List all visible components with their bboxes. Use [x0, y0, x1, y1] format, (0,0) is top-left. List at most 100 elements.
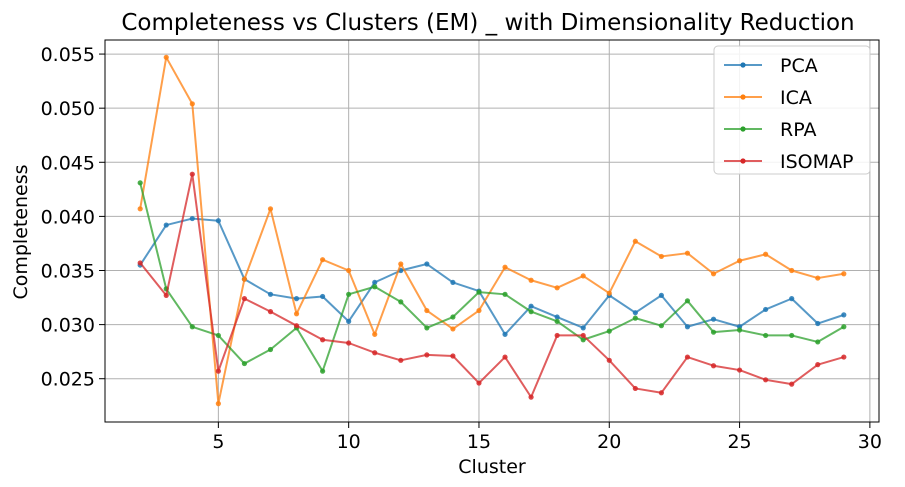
data-point-pca	[632, 310, 638, 316]
y-tick-label: 0.040	[41, 206, 95, 228]
data-point-isomap	[476, 380, 482, 386]
data-point-isomap	[815, 362, 821, 368]
data-point-isomap	[215, 368, 221, 374]
legend-marker-isomap	[740, 158, 746, 164]
data-point-isomap	[606, 357, 612, 363]
data-point-ica	[163, 54, 169, 60]
legend-label-rpa: RPA	[780, 119, 816, 141]
data-point-pca	[346, 318, 352, 324]
legend-label-ica: ICA	[780, 87, 812, 109]
data-point-ica	[241, 276, 248, 282]
data-point-ica	[137, 206, 143, 212]
data-point-pca	[424, 261, 430, 267]
data-point-rpa	[606, 328, 612, 334]
legend-marker-rpa	[740, 126, 746, 132]
data-point-ica	[346, 267, 352, 274]
data-point-rpa	[815, 339, 821, 345]
legend-marker-pca	[740, 62, 746, 68]
data-point-rpa	[424, 325, 430, 331]
y-tick-label: 0.045	[41, 152, 95, 174]
data-point-ica	[528, 277, 534, 283]
legend-box	[713, 45, 871, 175]
data-point-rpa	[137, 180, 143, 186]
x-tick-label: 5	[212, 431, 224, 453]
data-point-isomap	[398, 357, 404, 363]
data-point-ica	[320, 257, 326, 263]
data-point-pca	[163, 222, 169, 228]
data-point-isomap	[554, 332, 560, 339]
y-tick-label: 0.025	[41, 369, 95, 391]
data-point-isomap	[137, 260, 143, 266]
data-point-pca	[320, 293, 326, 300]
data-point-isomap	[658, 390, 664, 396]
data-point-rpa	[710, 329, 717, 335]
legend-marker-ica	[740, 94, 746, 100]
data-point-ica	[736, 258, 743, 264]
data-point-ica	[215, 401, 221, 407]
data-point-ica	[684, 250, 691, 256]
data-point-isomap	[710, 363, 717, 369]
data-point-isomap	[189, 171, 195, 177]
data-point-pca	[554, 314, 560, 320]
data-point-rpa	[789, 332, 795, 339]
data-point-isomap	[424, 352, 430, 358]
plot-frame	[104, 39, 880, 423]
data-point-rpa	[372, 284, 378, 290]
data-point-isomap	[502, 354, 508, 360]
data-point-isomap	[241, 296, 248, 302]
data-point-ica	[424, 307, 430, 314]
data-point-pca	[450, 279, 456, 286]
series-line-ica	[139, 56, 844, 405]
data-point-isomap	[450, 353, 456, 359]
data-point-ica	[189, 101, 195, 107]
data-point-rpa	[346, 291, 352, 297]
data-point-ica	[476, 307, 482, 314]
data-point-rpa	[215, 332, 221, 339]
data-point-rpa	[398, 299, 404, 305]
data-point-ica	[267, 206, 274, 212]
data-point-isomap	[320, 337, 326, 343]
data-point-isomap	[528, 394, 534, 400]
data-point-pca	[580, 325, 586, 331]
data-point-ica	[450, 326, 456, 332]
data-point-ica	[632, 238, 638, 244]
tick-layer: 5 10 15 20 25 30 0.025 0.030 0.035 0.040 0.045 0.05…	[41, 44, 882, 453]
data-point-rpa	[502, 291, 508, 297]
data-point-rpa	[476, 289, 482, 295]
data-point-pca	[267, 291, 274, 297]
data-point-ica	[815, 275, 821, 281]
data-point-ica	[606, 290, 612, 296]
legend-label-isomap: ISOMAP	[780, 151, 853, 173]
data-point-rpa	[580, 337, 586, 343]
data-point-pca	[215, 218, 221, 224]
data-point-isomap	[293, 323, 300, 329]
legend-label-pca: PCA	[780, 55, 818, 77]
data-point-isomap	[684, 354, 691, 360]
data-point-isomap	[789, 381, 795, 387]
data-point-isomap	[267, 309, 274, 315]
y-tick-label: 0.050	[41, 98, 95, 120]
data-point-pca	[710, 316, 717, 322]
data-point-rpa	[763, 332, 769, 339]
data-point-pca	[293, 296, 300, 302]
x-tick-label: 15	[467, 431, 491, 453]
data-point-isomap	[763, 377, 769, 383]
data-point-rpa	[320, 368, 326, 374]
series-line-pca	[139, 217, 845, 336]
data-point-ica	[580, 273, 586, 279]
y-tick-label: 0.030	[41, 315, 95, 337]
data-point-isomap	[372, 350, 378, 356]
data-point-pca	[502, 331, 508, 337]
x-tick-label: 30	[858, 431, 882, 453]
x-tick-label: 20	[597, 431, 621, 453]
data-point-pca	[815, 320, 821, 327]
data-point-isomap	[346, 340, 352, 346]
data-point-isomap	[736, 367, 743, 373]
data-point-isomap	[632, 385, 638, 392]
series-line-rpa	[139, 182, 845, 373]
data-point-ica	[658, 253, 664, 260]
data-point-rpa	[658, 323, 664, 329]
data-point-pca	[658, 292, 664, 298]
x-tick-label: 25	[727, 431, 751, 453]
